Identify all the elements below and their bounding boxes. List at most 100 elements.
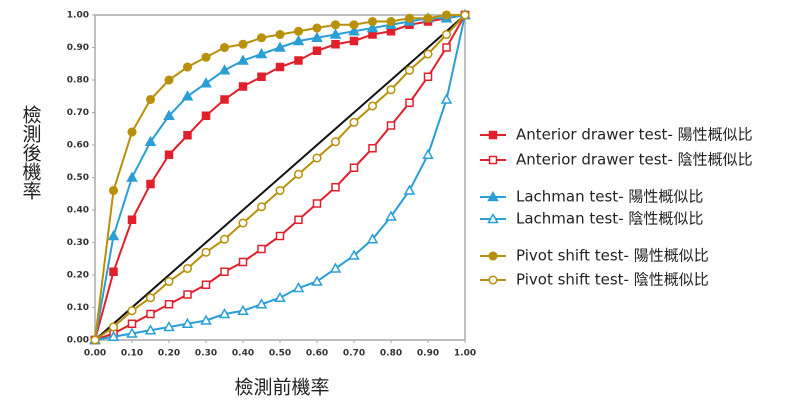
marker: [274, 291, 286, 302]
marker: [127, 319, 137, 328]
marker: [219, 42, 230, 53]
marker: [386, 121, 396, 130]
marker: [311, 31, 323, 42]
marker: [218, 64, 231, 75]
marker: [144, 324, 157, 335]
marker: [349, 36, 359, 46]
y-tick-label: 0.40: [67, 206, 89, 216]
legend-label: Pivot shift test- 陰性概似比: [516, 271, 709, 289]
marker: [108, 185, 119, 196]
x-tick-label: 0.30: [195, 349, 217, 359]
x-tick-label: 0.20: [158, 349, 180, 359]
marker: [181, 90, 194, 101]
legend-label: Anterior drawer test- 陰性概似比: [516, 151, 753, 169]
marker: [181, 317, 194, 328]
marker: [275, 62, 285, 72]
y-tick-label: 0.00: [67, 336, 89, 346]
x-axis-label: 檢測前機率: [234, 377, 329, 399]
marker: [312, 23, 322, 33]
marker: [109, 267, 118, 276]
x-tick-label: 0.00: [84, 349, 106, 359]
marker: [312, 199, 322, 208]
y-axis-label: 檢測後機率: [20, 105, 42, 200]
marker: [423, 72, 433, 81]
marker: [220, 95, 229, 104]
marker: [164, 75, 174, 85]
reference-diagonal: [94, 14, 466, 341]
marker: [255, 47, 268, 59]
marker: [311, 275, 323, 286]
marker: [423, 13, 433, 23]
marker: [237, 54, 249, 65]
marker: [292, 34, 305, 46]
marker: [201, 111, 211, 120]
marker: [238, 257, 248, 267]
marker: [108, 322, 119, 332]
marker: [405, 98, 414, 107]
marker: [349, 20, 359, 30]
marker: [423, 49, 433, 59]
marker: [312, 46, 322, 55]
y-tick-label: 1.00: [67, 11, 89, 21]
legend-marker: [487, 212, 499, 224]
marker: [126, 327, 138, 338]
marker: [107, 229, 120, 241]
marker: [312, 153, 322, 163]
marker: [274, 41, 286, 52]
marker: [237, 304, 249, 315]
marker: [440, 93, 453, 104]
marker: [403, 184, 416, 195]
x-tick-label: 0.70: [343, 349, 365, 359]
marker: [127, 306, 137, 316]
y-tick-label: 0.10: [67, 303, 89, 313]
marker: [90, 335, 100, 345]
y-tick-label: 0.20: [67, 271, 89, 281]
marker: [219, 234, 230, 244]
marker: [256, 202, 267, 212]
legend-marker: [487, 190, 499, 202]
marker: [368, 144, 377, 153]
marker: [144, 135, 157, 146]
marker: [257, 72, 266, 81]
marker: [127, 127, 137, 137]
marker: [145, 293, 156, 303]
marker: [331, 40, 340, 49]
marker: [255, 298, 268, 309]
marker: [238, 82, 248, 91]
marker: [349, 163, 359, 172]
y-tick-label: 0.60: [67, 141, 89, 151]
marker: [329, 262, 342, 273]
marker: [182, 263, 193, 274]
y-tick-label: 0.50: [67, 173, 89, 183]
marker: [366, 21, 379, 33]
marker: [386, 16, 396, 27]
marker: [404, 65, 415, 75]
legend-label: Lachman test- 陽性概似比: [516, 188, 703, 206]
marker: [367, 16, 378, 27]
y-tick-label: 0.80: [67, 76, 89, 86]
marker: [126, 171, 138, 182]
legend-marker: [488, 251, 498, 261]
marker: [422, 148, 434, 159]
marker: [163, 109, 175, 120]
marker: [330, 137, 341, 147]
marker: [294, 215, 303, 224]
marker: [293, 26, 304, 36]
marker: [275, 29, 285, 40]
legend-marker: [488, 130, 498, 140]
marker: [460, 10, 470, 20]
marker: [238, 218, 248, 228]
marker: [127, 215, 137, 224]
marker: [220, 267, 229, 276]
legend-marker: [488, 155, 498, 165]
y-tick-label: 0.90: [67, 43, 89, 53]
marker: [292, 281, 305, 293]
marker: [366, 233, 379, 244]
marker: [348, 25, 360, 36]
y-tick-label: 0.30: [67, 238, 89, 248]
marker: [182, 62, 193, 72]
marker: [164, 150, 174, 159]
y-tick-label: 0.70: [67, 108, 89, 118]
